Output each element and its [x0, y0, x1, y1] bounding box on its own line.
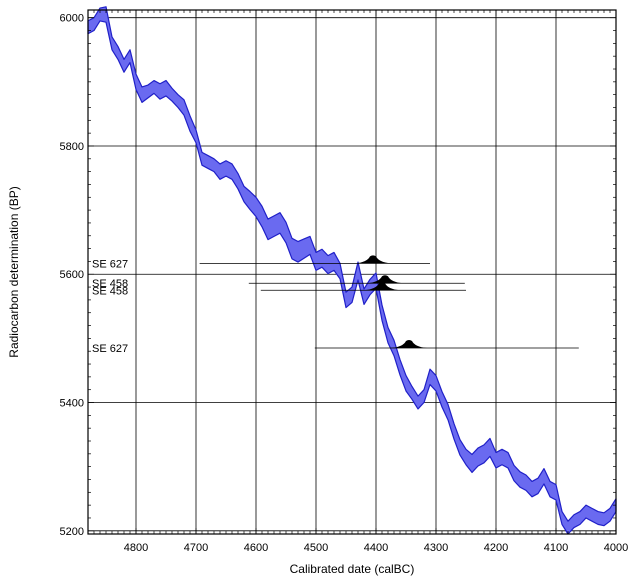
sample-label: SE 627	[92, 343, 128, 355]
x-tick-label: 4300	[424, 542, 448, 554]
x-tick-label: 4200	[484, 542, 508, 554]
y-tick-label: 5200	[60, 526, 84, 538]
sample-label: SE 627	[92, 258, 128, 270]
sample-label: SE 458	[92, 278, 128, 290]
y-tick-label: 5400	[60, 398, 84, 410]
sample-label: SE 458	[92, 285, 128, 297]
y-axis: 5200 5400 5600 5800 6000	[60, 13, 616, 538]
x-tick-label: 4000	[604, 542, 628, 554]
y-tick-label: 5800	[60, 141, 84, 153]
x-axis-title: Calibrated date (calBC)	[290, 562, 415, 576]
x-tick-label: 4500	[304, 542, 328, 554]
x-axis: 4800 4700 4600 4500 4400 4300 4200 4100 4000	[87, 10, 628, 554]
y-tick-label: 5600	[60, 269, 84, 281]
x-tick-label: 4700	[184, 542, 208, 554]
x-tick-label: 4600	[244, 542, 268, 554]
y-tick-label: 6000	[60, 13, 84, 25]
y-axis-title: Radiocarbon determination (BP)	[7, 186, 21, 357]
x-tick-label: 4400	[364, 542, 388, 554]
x-tick-label: 4800	[124, 542, 148, 554]
sample-1: SE 627	[92, 255, 430, 270]
sample-4: SE 627	[92, 340, 579, 355]
sample-probability-peak	[355, 255, 391, 264]
sample-probability-peak	[391, 340, 427, 349]
sample-2: SE 458	[92, 275, 465, 290]
sample-probability-peak	[367, 275, 403, 284]
sample-3: SE 458	[92, 282, 466, 297]
x-tick-label: 4100	[544, 542, 568, 554]
sample-probability-peak	[364, 282, 400, 291]
